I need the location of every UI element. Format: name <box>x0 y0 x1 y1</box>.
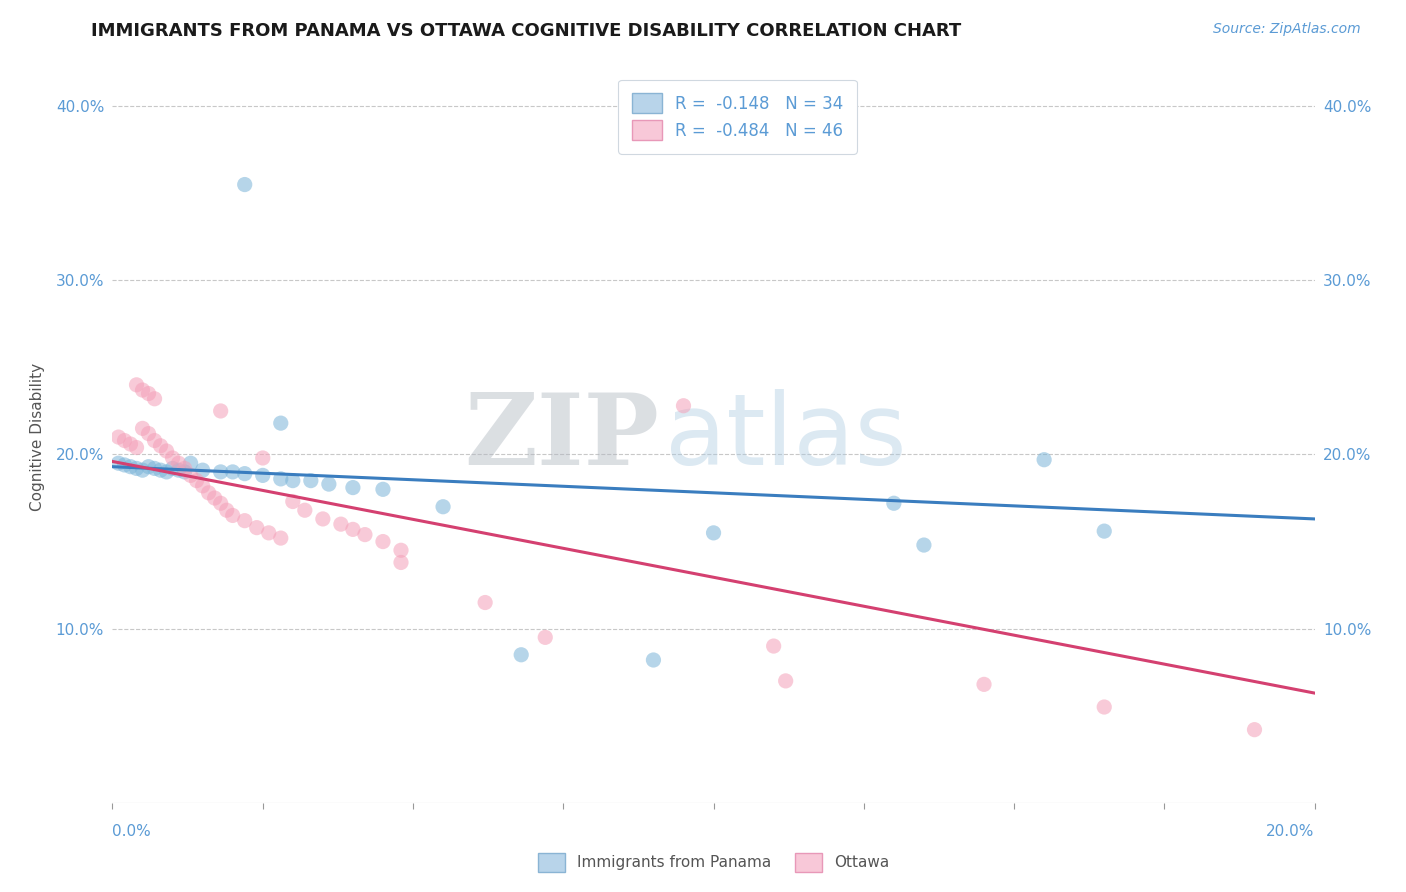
Point <box>167 456 190 470</box>
Point <box>114 458 136 472</box>
Point <box>149 439 172 453</box>
Point <box>312 512 335 526</box>
Point <box>107 456 129 470</box>
Text: 20.0%: 20.0% <box>1267 824 1315 838</box>
Point <box>173 461 195 475</box>
Point <box>342 522 364 536</box>
Point <box>702 525 725 540</box>
Point <box>131 421 153 435</box>
Point <box>191 479 214 493</box>
Point <box>138 386 160 401</box>
Point <box>131 383 153 397</box>
Text: Source: ZipAtlas.com: Source: ZipAtlas.com <box>1213 22 1361 37</box>
Point <box>143 434 166 448</box>
Point <box>672 399 695 413</box>
Point <box>973 677 995 691</box>
Point <box>125 461 148 475</box>
Point <box>270 472 292 486</box>
Point <box>180 468 202 483</box>
Point <box>233 178 256 192</box>
Point <box>120 437 142 451</box>
Legend: Immigrants from Panama, Ottawa: Immigrants from Panama, Ottawa <box>530 846 897 880</box>
Point <box>270 531 292 545</box>
Point <box>197 485 219 500</box>
Point <box>131 463 153 477</box>
Point <box>204 491 226 505</box>
Point <box>354 527 377 541</box>
Point <box>299 474 322 488</box>
Point <box>318 477 340 491</box>
Point <box>222 465 245 479</box>
Point <box>510 648 533 662</box>
Point <box>162 461 184 475</box>
Point <box>389 556 412 570</box>
Point <box>257 525 280 540</box>
Point <box>107 430 129 444</box>
Point <box>233 514 256 528</box>
Point <box>155 465 177 479</box>
Text: 0.0%: 0.0% <box>112 824 152 838</box>
Point <box>775 673 797 688</box>
Point <box>389 543 412 558</box>
Point <box>762 639 785 653</box>
Point <box>329 517 352 532</box>
Point <box>294 503 316 517</box>
Point <box>143 392 166 406</box>
Point <box>1033 452 1056 467</box>
Text: atlas: atlas <box>665 389 907 485</box>
Point <box>1243 723 1265 737</box>
Point <box>222 508 245 523</box>
Point <box>138 459 160 474</box>
Point <box>155 444 177 458</box>
Point <box>138 426 160 441</box>
Y-axis label: Cognitive Disability: Cognitive Disability <box>30 363 45 511</box>
Point <box>643 653 665 667</box>
Point <box>162 450 184 465</box>
Point <box>432 500 454 514</box>
Text: ZIP: ZIP <box>464 389 659 485</box>
Point <box>114 434 136 448</box>
Point <box>120 459 142 474</box>
Point <box>912 538 935 552</box>
Point <box>252 468 274 483</box>
Point <box>173 465 195 479</box>
Point <box>534 631 557 645</box>
Point <box>186 474 208 488</box>
Point <box>270 416 292 430</box>
Point <box>371 534 394 549</box>
Point <box>1092 700 1115 714</box>
Point <box>125 441 148 455</box>
Point <box>371 483 394 497</box>
Text: IMMIGRANTS FROM PANAMA VS OTTAWA COGNITIVE DISABILITY CORRELATION CHART: IMMIGRANTS FROM PANAMA VS OTTAWA COGNITI… <box>91 22 962 40</box>
Point <box>209 496 232 510</box>
Point <box>281 494 304 508</box>
Point <box>281 474 304 488</box>
Point <box>883 496 905 510</box>
Point <box>191 463 214 477</box>
Point <box>1092 524 1115 538</box>
Point <box>233 467 256 481</box>
Point <box>209 404 232 418</box>
Point <box>215 503 238 517</box>
Point <box>342 481 364 495</box>
Point <box>167 463 190 477</box>
Point <box>252 450 274 465</box>
Point <box>209 465 232 479</box>
Point <box>149 463 172 477</box>
Point <box>474 595 496 609</box>
Point <box>125 377 148 392</box>
Point <box>180 456 202 470</box>
Point <box>143 461 166 475</box>
Point <box>246 521 269 535</box>
